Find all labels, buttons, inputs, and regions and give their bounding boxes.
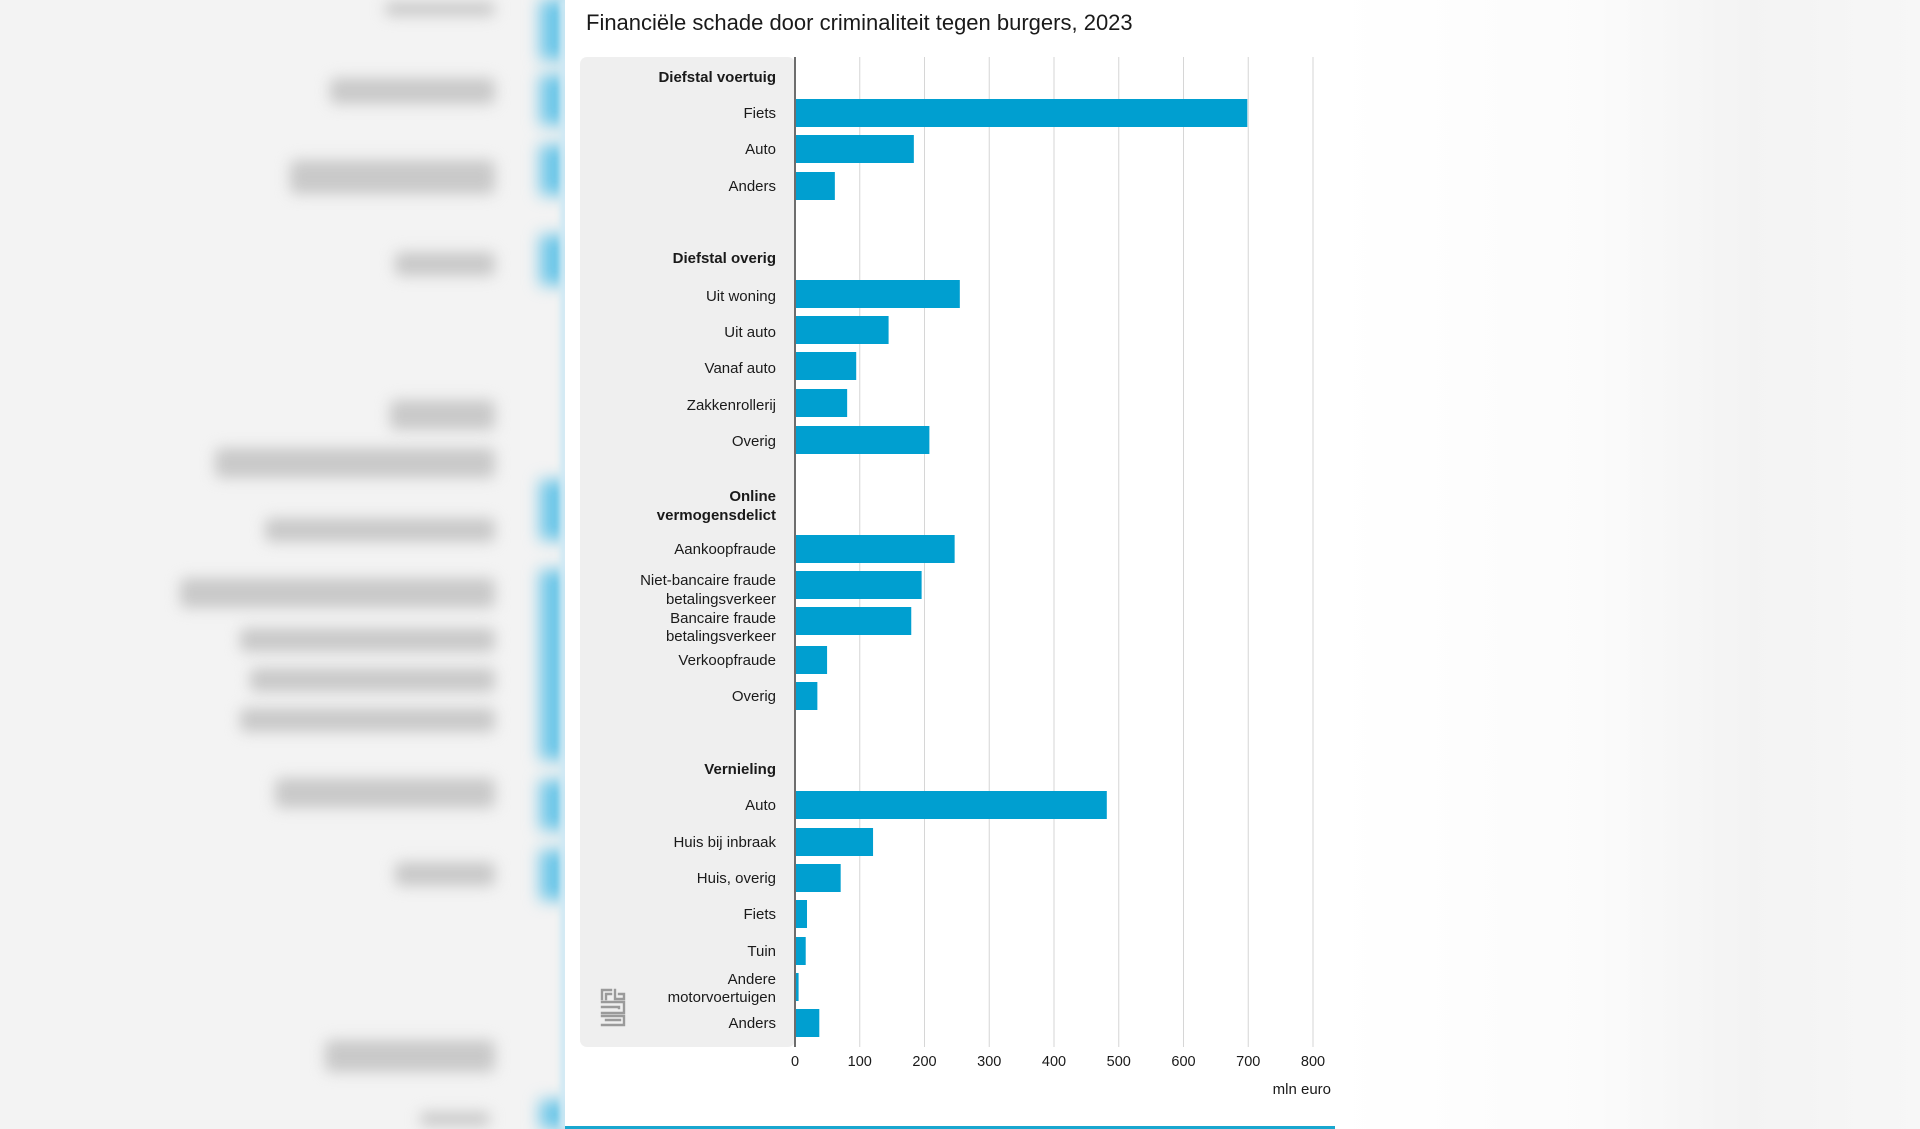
chart-title: Financiële schade door criminaliteit teg… [586, 10, 1133, 35]
bar [796, 389, 848, 417]
category-label: Fiets [743, 906, 776, 923]
category-label: Anders [728, 178, 776, 195]
bar [796, 900, 808, 928]
category-label: Niet-bancaire fraude betalingsverkeer [640, 572, 776, 608]
x-tick-label: 500 [1107, 1054, 1131, 1070]
category-label: Huis, overig [697, 870, 776, 887]
blurred-background-right [1335, 0, 1920, 1129]
bar [796, 172, 835, 200]
bar-chart: Financiële schade door criminaliteit teg… [580, 10, 1331, 1098]
panel-bottom-border [565, 1126, 1335, 1129]
x-tick-label: 300 [977, 1054, 1001, 1070]
bar [796, 426, 930, 454]
x-tick-label: 0 [791, 1054, 799, 1070]
group-header: Diefstal voertuig [658, 69, 776, 86]
category-label: Anders [728, 1015, 776, 1032]
group-header: Online vermogensdelict [657, 488, 776, 524]
category-label: Andere motorvoertuigen [668, 971, 776, 1006]
bar [796, 316, 889, 344]
bar [796, 352, 857, 380]
bar [796, 99, 1248, 127]
category-label: Uit auto [724, 324, 776, 341]
category-label: Bancaire fraude betalingsverkeer [666, 610, 776, 645]
bar [796, 937, 806, 965]
bar [796, 828, 874, 856]
group-header: Vernieling [704, 761, 776, 778]
category-label: Aankoopfraude [674, 541, 776, 558]
x-axis-unit-label: mln euro [1273, 1081, 1331, 1098]
label-area-background [580, 57, 795, 1047]
x-tick-label: 600 [1171, 1054, 1195, 1070]
category-label: Auto [745, 797, 776, 814]
category-label: Overig [732, 433, 776, 450]
blurred-background-left [0, 0, 565, 1129]
bar [796, 280, 960, 308]
bar [796, 682, 818, 710]
bar [796, 791, 1107, 819]
bar [796, 135, 914, 163]
bar [796, 864, 841, 892]
x-tick-label: 400 [1042, 1054, 1066, 1070]
category-label: Verkoopfraude [678, 652, 776, 669]
cbs-logo-icon [600, 988, 626, 1027]
bar [796, 571, 922, 599]
category-label: Uit woning [706, 288, 776, 305]
category-label: Fiets [743, 105, 776, 122]
category-label: Zakkenrollerij [687, 397, 776, 414]
category-label: Overig [732, 688, 776, 705]
category-label: Vanaf auto [705, 360, 776, 377]
x-tick-label: 200 [912, 1054, 936, 1070]
category-label: Huis bij inbraak [673, 834, 776, 851]
x-tick-label: 100 [848, 1054, 872, 1070]
category-label: Auto [745, 141, 776, 158]
bar [796, 535, 955, 563]
x-tick-label: 800 [1301, 1054, 1325, 1070]
bar [796, 646, 828, 674]
group-header: Diefstal overig [673, 250, 776, 267]
bar [796, 973, 799, 1001]
bar [796, 1009, 820, 1037]
category-label: Tuin [747, 943, 776, 960]
bar [796, 607, 912, 635]
x-tick-label: 700 [1236, 1054, 1260, 1070]
